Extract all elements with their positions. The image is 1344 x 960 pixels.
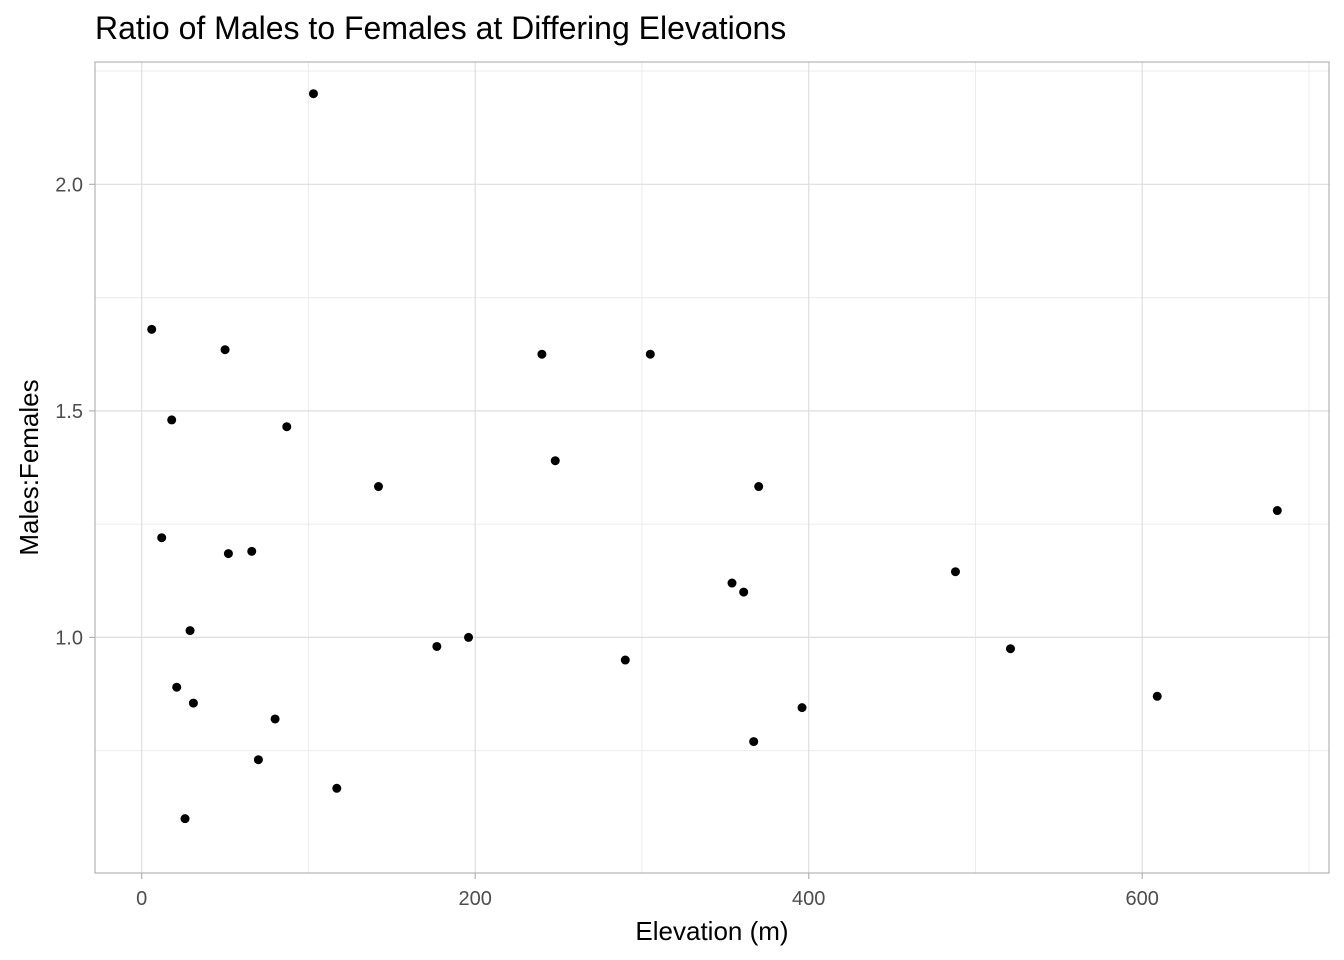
data-point — [739, 587, 749, 597]
data-point — [620, 655, 630, 665]
y-axis-title: Males:Females — [14, 379, 44, 555]
data-point — [172, 682, 182, 692]
chart-title: Ratio of Males to Females at Differing E… — [95, 10, 787, 46]
x-tick-label: 400 — [792, 888, 825, 910]
data-point — [167, 415, 177, 425]
data-point — [180, 814, 190, 824]
data-point — [282, 422, 292, 432]
data-point — [220, 345, 230, 355]
minor-gridlines — [95, 62, 1329, 873]
data-point — [253, 755, 263, 765]
data-point — [797, 703, 807, 713]
data-point — [727, 578, 737, 588]
x-axis: 0 200 400 600 — [136, 873, 1159, 910]
data-point — [645, 349, 655, 359]
data-point — [950, 567, 960, 577]
data-point — [1005, 644, 1015, 654]
data-point — [332, 783, 342, 793]
y-tick-label: 1.0 — [55, 627, 83, 649]
data-point — [157, 533, 167, 543]
data-point — [188, 698, 198, 708]
data-point — [223, 549, 233, 559]
x-tick-label: 600 — [1126, 888, 1159, 910]
data-point — [1272, 506, 1282, 516]
data-point — [373, 482, 383, 492]
x-tick-label: 0 — [136, 888, 147, 910]
data-point — [270, 714, 280, 724]
data-point — [147, 324, 157, 334]
data-point — [247, 546, 257, 556]
data-point — [550, 456, 560, 466]
y-tick-label: 2.0 — [55, 174, 83, 196]
plot-panel-border — [94, 61, 1330, 874]
data-point — [1152, 691, 1162, 701]
data-point — [537, 349, 547, 359]
data-point — [308, 89, 318, 99]
data-point — [754, 482, 764, 492]
data-point — [749, 737, 759, 747]
major-gridlines — [95, 62, 1329, 873]
data-point — [464, 632, 474, 642]
x-tick-label: 200 — [459, 888, 492, 910]
data-point — [432, 641, 442, 651]
data-point — [185, 626, 195, 636]
data-points — [147, 89, 1282, 824]
y-axis: 1.0 1.5 2.0 — [55, 174, 95, 649]
y-tick-label: 1.5 — [55, 401, 83, 423]
x-axis-title: Elevation (m) — [635, 916, 788, 946]
